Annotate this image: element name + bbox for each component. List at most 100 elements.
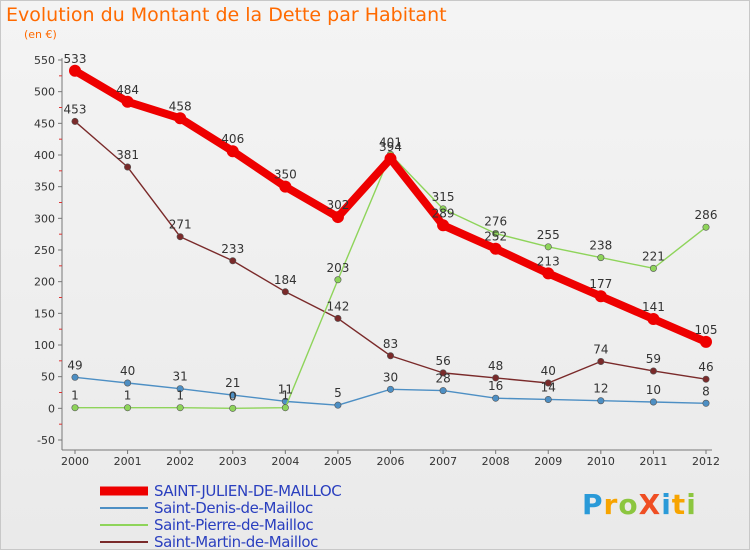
data-point [702, 375, 710, 383]
y-tick-label: 500 [34, 86, 55, 99]
data-point [649, 367, 657, 375]
y-tick-label: 200 [34, 276, 55, 289]
chart-title: Evolution du Montant de la Dette par Hab… [6, 4, 447, 26]
data-point [334, 314, 342, 322]
data-label: 1 [176, 389, 184, 403]
y-tick-label: 100 [34, 339, 55, 352]
x-tick-label: 2002 [166, 455, 194, 468]
data-point [281, 404, 289, 412]
data-label: 177 [589, 277, 612, 291]
data-point [544, 243, 552, 251]
legend-swatch [100, 540, 148, 543]
data-point [229, 404, 237, 412]
data-label: 289 [432, 206, 455, 220]
x-tick-label: 2005 [324, 455, 352, 468]
legend-label: Saint-Denis-de-Mailloc [154, 498, 313, 517]
data-label: 184 [274, 273, 297, 287]
x-tick-label: 2012 [692, 455, 720, 468]
legend-label: Saint-Pierre-de-Mailloc [154, 515, 314, 534]
data-label: 83 [383, 337, 398, 351]
y-tick-label: 150 [34, 307, 55, 320]
data-label: 56 [435, 354, 450, 368]
data-label: 302 [326, 198, 349, 212]
data-point [69, 64, 81, 77]
data-point [229, 391, 237, 399]
data-label: 213 [537, 254, 560, 268]
data-point [124, 404, 132, 412]
y-tick-label: 350 [34, 181, 55, 194]
data-point [334, 276, 342, 284]
data-point [71, 373, 79, 381]
x-tick-label: 2011 [639, 455, 667, 468]
data-label: 458 [169, 99, 192, 113]
data-label: 233 [221, 242, 244, 256]
data-point [647, 313, 660, 326]
data-label: 48 [488, 359, 503, 373]
data-label: 28 [435, 372, 450, 386]
data-label: 252 [484, 230, 507, 244]
data-point [702, 399, 710, 407]
x-tick-label: 2004 [271, 455, 299, 468]
x-tick-label: 2010 [587, 455, 615, 468]
legend-swatch [100, 486, 148, 495]
data-point [544, 379, 552, 387]
data-label: 11 [278, 382, 293, 396]
y-tick-label: 550 [34, 54, 55, 67]
y-tick-label: 300 [34, 212, 55, 225]
chart-unit: (en €) [24, 28, 57, 41]
data-point [124, 163, 132, 171]
legend-swatch [100, 523, 148, 526]
proxiti-logo: ProXiti [582, 488, 697, 521]
logo-letter: t [671, 488, 687, 521]
x-tick-label: 2007 [429, 455, 457, 468]
data-label: 276 [484, 215, 507, 229]
data-point [124, 379, 132, 387]
data-label: 1 [71, 389, 79, 403]
data-label: 238 [589, 239, 612, 253]
data-label: 533 [64, 52, 87, 66]
data-point [489, 242, 502, 255]
x-tick-label: 2008 [482, 455, 510, 468]
data-label: 5 [334, 386, 342, 400]
data-point [174, 112, 187, 125]
data-label: 381 [116, 148, 139, 162]
y-tick-label: 250 [34, 244, 55, 257]
data-point [121, 95, 134, 108]
data-label: 221 [642, 249, 665, 263]
logo-letter: i [661, 488, 672, 521]
data-label: 31 [173, 370, 188, 384]
data-point [702, 223, 710, 231]
legend-item: SAINT-JULIEN-DE-MAILLOC [100, 482, 342, 500]
data-point [229, 257, 237, 265]
legend-item: Saint-Pierre-de-Mailloc [100, 515, 341, 534]
data-label: 105 [695, 323, 718, 337]
data-label: 401 [379, 135, 402, 149]
data-point [386, 352, 394, 360]
data-label: 8 [702, 384, 710, 398]
data-label: 74 [593, 342, 608, 356]
data-label: 315 [432, 190, 455, 204]
data-label: 453 [64, 102, 87, 116]
y-tick-label: 450 [34, 117, 55, 130]
data-point [331, 211, 344, 224]
data-label: 21 [225, 376, 240, 390]
data-label: 286 [695, 208, 718, 222]
data-point [700, 335, 712, 348]
data-label: 394 [379, 140, 402, 154]
x-tick-label: 2000 [61, 455, 89, 468]
legend-item: Saint-Denis-de-Mailloc [100, 498, 341, 517]
logo-letter: P [582, 488, 604, 521]
data-point [386, 385, 394, 393]
y-tick-label: 0 [48, 402, 55, 415]
data-label: 0 [229, 389, 237, 403]
data-label: 10 [646, 383, 661, 397]
data-point [279, 180, 292, 193]
x-tick-label: 2006 [377, 455, 405, 468]
data-point [492, 394, 500, 402]
data-label: 1 [282, 389, 290, 403]
data-label: 406 [221, 132, 244, 146]
data-label: 40 [120, 364, 135, 378]
data-point [176, 404, 184, 412]
